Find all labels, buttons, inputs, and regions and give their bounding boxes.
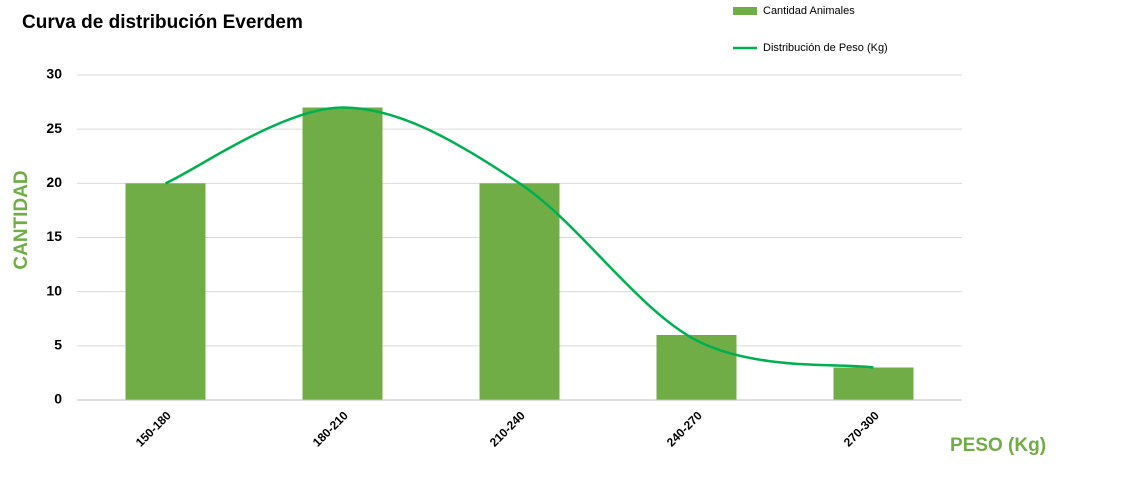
x-tick-label: 270-300	[841, 408, 882, 449]
bar	[656, 335, 737, 400]
y-tick-label: 10	[46, 282, 62, 298]
x-tick-label: 240-270	[664, 408, 705, 449]
y-tick-label: 0	[54, 391, 62, 407]
x-tick-label: 180-210	[310, 408, 351, 449]
bar	[302, 107, 383, 400]
x-axis-title: PESO (Kg)	[950, 435, 1046, 456]
x-tick-label: 150-180	[133, 408, 174, 449]
bar	[479, 183, 560, 400]
bar	[125, 183, 206, 400]
distribution-line	[165, 106, 874, 369]
legend-label: Distribución de Peso (Kg)	[763, 42, 888, 54]
y-tick-label: 20	[46, 174, 62, 190]
legend-swatch	[733, 7, 757, 15]
legend-label: Cantidad Animales	[763, 5, 855, 17]
y-tick-label: 25	[46, 120, 62, 136]
x-tick-label: 210-240	[487, 408, 528, 449]
chart-title: Curva de distribución Everdem	[22, 12, 303, 33]
y-tick-label: 5	[54, 337, 62, 353]
y-tick-label: 30	[46, 66, 62, 82]
y-tick-label: 15	[46, 228, 62, 244]
y-axis-title: CANTIDAD	[11, 170, 32, 269]
bar	[833, 367, 914, 400]
